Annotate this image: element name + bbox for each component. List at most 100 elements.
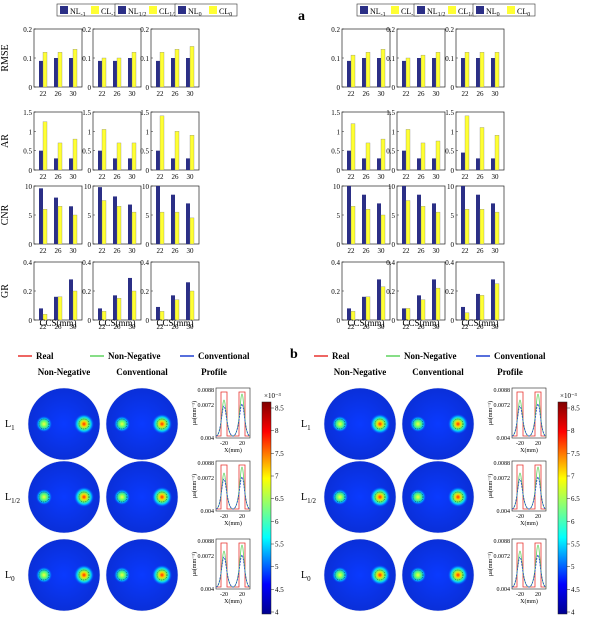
y-tick-label: 0.4: [331, 259, 340, 267]
profile-conventional: [215, 476, 251, 510]
x-tick-label: 30: [492, 173, 500, 181]
bar-cl: [42, 121, 48, 171]
bar-legend: NL-1CL-1: [356, 3, 420, 18]
row-label: L1: [301, 419, 311, 432]
y-tick-label: 0: [392, 167, 396, 175]
image-disk: [105, 387, 179, 461]
bar-cl: [189, 290, 195, 321]
y-tick-label: 0.2: [82, 26, 91, 34]
target-left: [36, 567, 52, 583]
y-tick-label: 0: [337, 317, 341, 325]
line-legend-label: Real: [36, 351, 54, 361]
image-disk: [27, 538, 101, 612]
colorbar-tick-label: 4.5: [571, 586, 580, 594]
bar-nl: [69, 158, 73, 170]
colorbar-tick-label: 8: [571, 427, 575, 435]
bar-cl: [420, 206, 426, 245]
x-tick-label: 22: [99, 90, 107, 98]
legend-sub-nl: 0: [497, 12, 500, 18]
x-tick-label: 26: [172, 173, 180, 181]
line-legend-label: Non-Negative: [108, 351, 161, 361]
bar-cl: [350, 123, 356, 171]
y-tick-label: 5: [451, 212, 455, 220]
x-tick-label: 30: [492, 247, 500, 255]
y-tick-label: 1.5: [23, 109, 32, 117]
bar-nl: [69, 206, 73, 244]
bar-nl: [113, 295, 117, 320]
x-tick-label: 22: [462, 247, 470, 255]
bar-subplot: 0 0.1 0.2 22 26 30: [82, 26, 142, 98]
bar-cl: [72, 214, 78, 245]
target-outline: [38, 418, 50, 430]
bar-nl: [491, 158, 495, 170]
nonnegative-image: [323, 538, 397, 612]
column-header: Non-Negative: [334, 367, 387, 377]
bar-subplot: 0 0.1 0.2 22 26 30: [386, 26, 446, 98]
bar-subplot: 0 0.2 0.4 22 26 30: [140, 259, 200, 331]
profile-y-tick: 0.0072: [494, 476, 511, 482]
bar-cl: [57, 52, 63, 88]
x-tick-label: 26: [55, 323, 63, 331]
bar-cl: [159, 211, 165, 245]
bar-cl: [420, 299, 426, 321]
conventional-image: [105, 538, 179, 612]
bar-cl: [116, 57, 122, 88]
x-tick-label: 30: [492, 323, 500, 331]
bar-nl: [186, 58, 190, 87]
colorbar-tick-label: 7: [275, 473, 279, 481]
profile-x-label: X(mm): [520, 520, 538, 527]
profile-y-tick: 0.0088: [494, 539, 511, 545]
profile-plot: 0.0088 0.0072 0.004 -20 20X(mm) μa(mm⁻¹): [487, 387, 547, 454]
y-tick-label: 0.4: [140, 259, 149, 267]
bar-nl: [98, 60, 102, 87]
bar-nl: [39, 60, 43, 87]
profile-x-tick: -20: [516, 592, 524, 598]
bar-subplot: 0 0.5 1 1.5 22 26 30: [140, 109, 200, 181]
y-tick-label: 0.1: [140, 55, 149, 63]
panel-label-a: a: [298, 9, 305, 24]
bar-nl: [39, 150, 43, 170]
bar-subplot: 0 0.5 1 1.5 22 26 30: [445, 109, 505, 181]
x-tick-label: 30: [129, 323, 137, 331]
x-tick-label: 26: [55, 247, 63, 255]
profile-y-label: μa(mm⁻¹): [191, 552, 198, 576]
bar-cl: [131, 211, 137, 245]
target-outline: [334, 569, 346, 581]
bar-cl: [494, 211, 500, 245]
legend-frame: [472, 3, 536, 17]
bar-nl: [476, 194, 480, 244]
bar-cl: [479, 295, 485, 321]
bar-nl: [362, 194, 366, 244]
x-tick-label: 30: [187, 323, 195, 331]
bar-nl: [156, 60, 160, 87]
bar-nl: [171, 158, 175, 170]
x-tick-label: 30: [70, 247, 78, 255]
y-tick-label: 5: [392, 212, 396, 220]
x-tick-label: 22: [157, 323, 165, 331]
y-tick-label: 0.2: [445, 288, 454, 296]
bar-cl: [159, 52, 165, 88]
y-tick-label: 0.5: [82, 148, 91, 156]
bar-subplot: 0 0.2 0.4 22 26 30: [82, 259, 142, 331]
legend-frame: [174, 3, 238, 17]
row-label: L1/2: [5, 492, 21, 505]
x-tick-label: 30: [70, 90, 78, 98]
target-outline: [38, 569, 50, 581]
y-tick-label: 0.1: [386, 55, 395, 63]
y-tick-label: 0.1: [331, 55, 340, 63]
y-tick-label: 0: [451, 167, 455, 175]
x-axis-label: CCS(mm): [402, 318, 439, 328]
target-left: [114, 489, 130, 505]
bar-subplot: 0 0.1 0.2 22 26 30: [445, 26, 505, 98]
nonnegative-image: [27, 538, 101, 612]
x-axis-label: CCS(mm): [156, 318, 193, 328]
x-tick-label: 26: [114, 323, 122, 331]
x-tick-label: 30: [378, 247, 386, 255]
bar-cl: [131, 142, 137, 171]
x-axis-label: CCS(mm): [347, 318, 384, 328]
bar-cl: [464, 52, 470, 88]
profile-y-label: μa(mm⁻¹): [191, 474, 198, 498]
legend-label-nl: NL-1: [370, 7, 386, 18]
bar-cl: [464, 312, 470, 321]
y-tick-label: 10: [333, 183, 341, 191]
